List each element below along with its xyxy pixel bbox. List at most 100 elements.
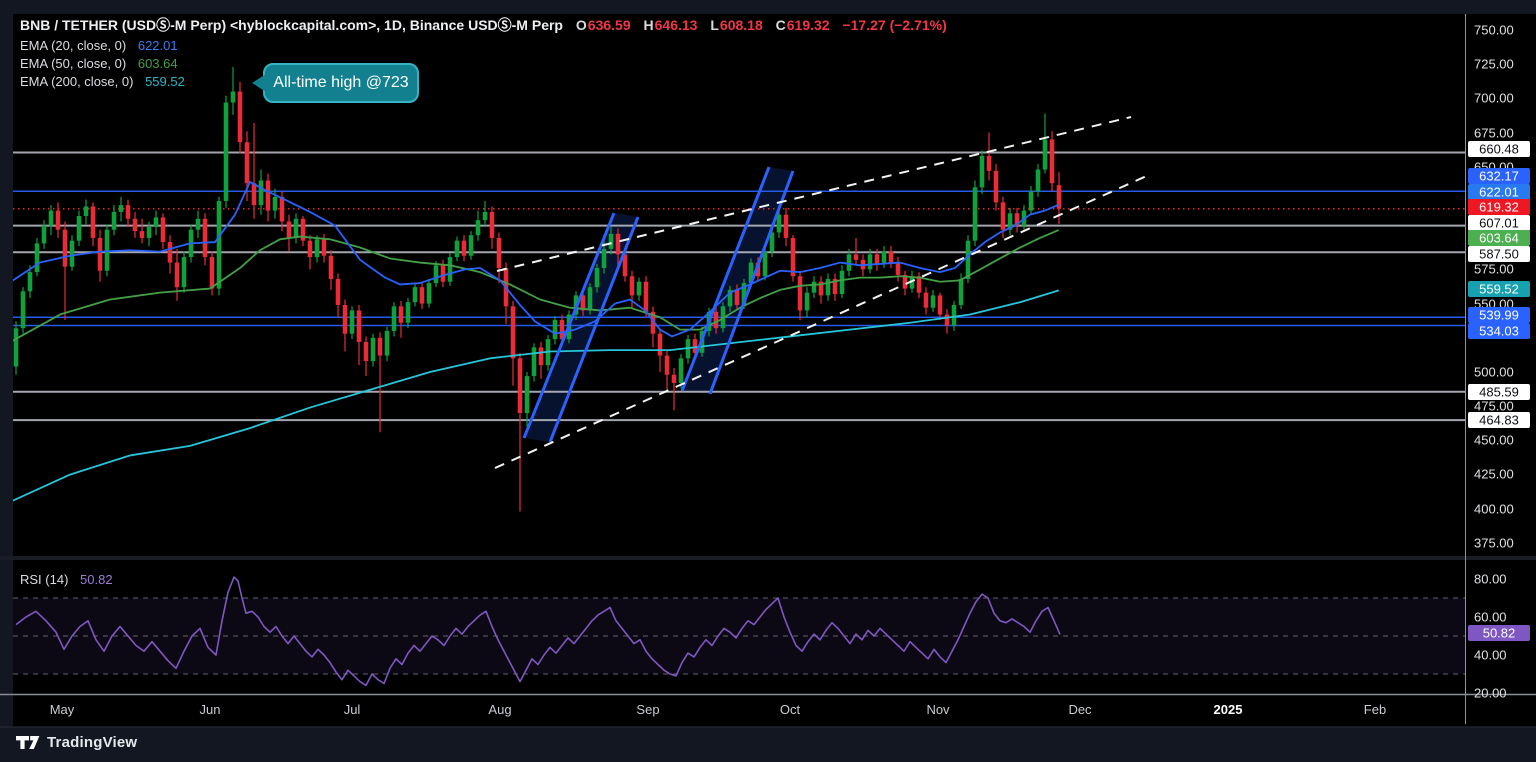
candle-body xyxy=(727,289,733,307)
candle-body xyxy=(160,217,166,243)
svg-text:587.50: 587.50 xyxy=(1479,247,1519,262)
price-pane[interactable] xyxy=(13,66,1465,512)
time-axis-label-May: May xyxy=(50,702,75,717)
candle-body xyxy=(923,292,929,308)
candle-body xyxy=(496,237,502,269)
candle-body xyxy=(510,306,516,359)
rsi-legend[interactable]: RSI (14) 50.82 xyxy=(20,572,113,587)
candle-body xyxy=(475,220,481,236)
candle-body xyxy=(76,216,82,241)
candle-body xyxy=(853,254,859,260)
candle-body xyxy=(111,211,117,230)
candle-body xyxy=(538,347,544,366)
candle-body xyxy=(713,311,719,329)
candle-body xyxy=(391,306,397,331)
ema20-value: 622.01 xyxy=(137,38,178,53)
tradingview-footer[interactable]: TradingView xyxy=(16,733,137,751)
candle-body xyxy=(209,257,215,289)
candle-body xyxy=(741,283,747,305)
open-value: 636.59 xyxy=(587,17,631,33)
candle-body xyxy=(167,242,173,263)
ema50-legend[interactable]: EMA (50, close, 0) 603.64 xyxy=(20,56,178,71)
candle-body xyxy=(62,229,68,267)
all-time-high-callout[interactable]: All-time high @723 xyxy=(252,63,419,103)
candle-body xyxy=(839,270,845,295)
candle-body xyxy=(223,102,229,201)
candle-body xyxy=(97,237,103,271)
candle-body xyxy=(643,281,649,312)
candle-body xyxy=(671,374,677,383)
candle-body xyxy=(349,310,355,334)
candle-body xyxy=(454,240,460,258)
candle-body xyxy=(636,281,642,296)
callout-text: All-time high @723 xyxy=(273,74,409,91)
candle-body xyxy=(104,229,110,271)
price-tick-label: 475.00 xyxy=(1474,399,1514,414)
candle-body xyxy=(426,283,432,304)
candle-body xyxy=(692,339,698,353)
time-axis-label-Dec: Dec xyxy=(1068,702,1092,717)
ema200-line xyxy=(13,289,1059,502)
pane-divider xyxy=(0,556,1536,560)
candle-body xyxy=(748,262,754,284)
svg-text:559.52: 559.52 xyxy=(1479,282,1519,297)
candle-body xyxy=(125,205,131,219)
candle-body xyxy=(664,355,670,375)
candle-body xyxy=(587,287,593,311)
candle-body xyxy=(804,292,810,311)
candle-body xyxy=(195,218,201,230)
candle-body xyxy=(790,237,796,277)
price-badge-619.32: 619.32 xyxy=(1468,199,1530,215)
footer-bg xyxy=(0,727,1536,762)
candle-body xyxy=(55,210,61,230)
candle-body xyxy=(608,233,614,249)
ema20-line xyxy=(13,180,1059,338)
candle-body xyxy=(20,291,26,329)
price-badge-559.52: 559.52 xyxy=(1468,281,1530,297)
ema20-legend[interactable]: EMA (20, close, 0) 622.01 xyxy=(20,38,178,53)
time-axis[interactable]: May Jun Jul Aug Sep Oct Nov Dec 2025 Feb xyxy=(50,702,1386,717)
rsi-pane[interactable] xyxy=(13,576,1465,687)
dashed-trendline-2 xyxy=(494,173,1152,469)
time-axis-label-Oct: Oct xyxy=(780,702,801,717)
price-badge-603.64: 603.64 xyxy=(1468,230,1530,246)
svg-text:50.82: 50.82 xyxy=(1483,626,1516,641)
candle-body xyxy=(846,254,852,271)
parallel-channel-1-left xyxy=(522,212,616,439)
candle-body xyxy=(132,218,138,232)
price-tick-label: 450.00 xyxy=(1474,433,1514,448)
candle-body xyxy=(237,91,243,143)
candle-body xyxy=(1035,169,1041,192)
candle-body xyxy=(293,218,299,238)
time-axis-label-Aug: Aug xyxy=(488,702,511,717)
candle-body xyxy=(580,295,586,311)
candle-body xyxy=(909,276,915,289)
candle-body xyxy=(447,257,453,282)
symbol-legend[interactable]: BNB / TETHER (USDⓈ-M Perp) <hyblockcapit… xyxy=(20,15,947,35)
candle-body xyxy=(1007,213,1013,230)
price-badge-607.01: 607.01 xyxy=(1468,215,1530,231)
parallel-channel-2-right xyxy=(708,170,795,395)
candle-body xyxy=(370,337,376,362)
candle-body xyxy=(258,180,264,206)
price-axis[interactable]: 750.00725.00700.00675.00650.00575.00550.… xyxy=(1468,23,1530,701)
candle-body xyxy=(27,272,33,292)
candle-body xyxy=(342,304,348,334)
candle-body xyxy=(90,206,96,238)
candle-body xyxy=(1028,191,1034,211)
parallel-channel-fill-2 xyxy=(682,167,793,394)
candle-body xyxy=(181,257,187,288)
candle-body xyxy=(629,276,635,296)
ema200-legend[interactable]: EMA (200, close, 0) 559.52 xyxy=(20,74,185,89)
candle-body xyxy=(797,276,803,311)
candle-body xyxy=(776,214,782,233)
candle-body xyxy=(118,205,124,212)
candle-body xyxy=(916,276,922,293)
price-tick-label: 575.00 xyxy=(1474,262,1514,277)
candle-body xyxy=(377,337,383,356)
candle-body xyxy=(384,330,390,356)
candle-body xyxy=(1042,139,1048,170)
svg-text:622.01: 622.01 xyxy=(1479,185,1519,200)
candle-body xyxy=(552,320,558,340)
